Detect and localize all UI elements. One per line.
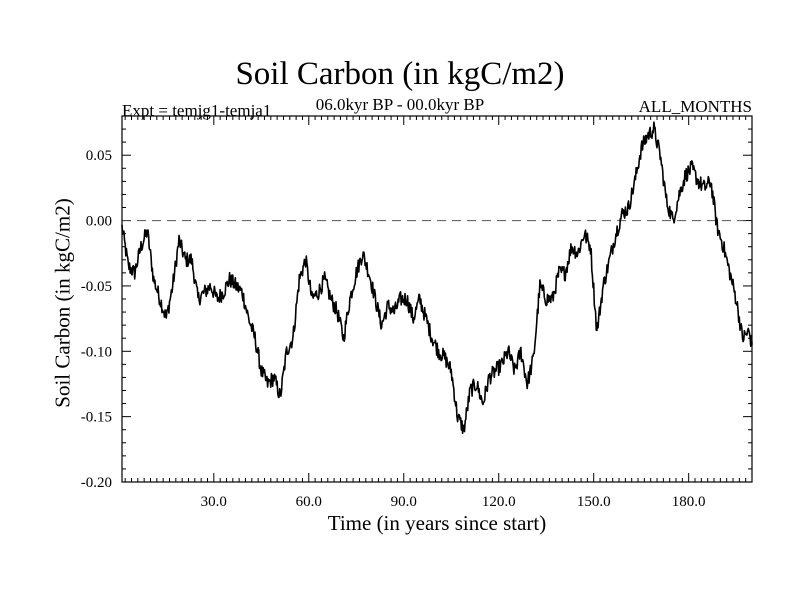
x-tick-label: 120.0 — [482, 494, 516, 510]
series-line — [121, 121, 753, 435]
x-tick-label: 30.0 — [201, 494, 227, 510]
y-tick-label: -0.10 — [81, 344, 112, 360]
months-label: ALL_MONTHS — [638, 97, 752, 116]
period-label: 06.0kyr BP - 00.0kyr BP — [315, 95, 485, 114]
x-tick-label: 60.0 — [296, 494, 322, 510]
experiment-label: Expt = temjg1-temja1 — [122, 101, 272, 120]
x-axis-label: Time (in years since start) — [327, 511, 547, 535]
y-tick-label: -0.15 — [81, 410, 112, 426]
plot-frame — [121, 115, 753, 483]
x-tick-label: 90.0 — [391, 494, 417, 510]
y-tick-label: -0.05 — [81, 279, 112, 295]
y-tick-label: 0.05 — [86, 148, 112, 164]
y-tick-label: 0.00 — [86, 214, 112, 230]
chart-title: Soil Carbon (in kgC/m2) — [235, 56, 565, 92]
x-tick-label: 150.0 — [577, 494, 611, 510]
axis-ticks: 30.0 60.0 90.0 120.0 150.0 180.0 0.05 0.00 -0.05… — [81, 115, 753, 510]
x-tick-label: 180.0 — [672, 494, 706, 510]
y-tick-label: -0.20 — [81, 475, 112, 491]
